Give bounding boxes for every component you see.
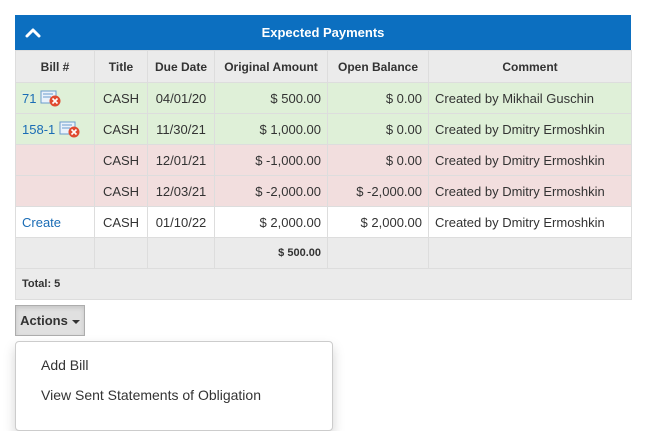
cell-bill — [15, 175, 95, 207]
cell-title: CASH — [94, 206, 148, 238]
cell-comment: Created by Dmitry Ermoshkin — [428, 113, 632, 145]
cell-empty — [327, 237, 429, 269]
cell-due-date: 01/10/22 — [147, 206, 215, 238]
column-header-bill[interactable]: Bill # — [15, 50, 95, 83]
payments-table: Bill # Title Due Date Original Amount Op… — [15, 50, 632, 300]
cell-empty — [15, 237, 95, 269]
create-bill-link[interactable]: Create — [22, 214, 62, 230]
totals-row: $ 500.00 — [15, 237, 632, 269]
cell-open-balance: $ 0.00 — [327, 113, 429, 145]
cell-open-balance: $ 2,000.00 — [327, 206, 429, 238]
cell-due-date: 11/30/21 — [147, 113, 215, 145]
cell-original-amount: $ 2,000.00 — [214, 206, 328, 238]
cell-open-balance: $ -2,000.00 — [327, 175, 429, 207]
table-row: CASH 12/03/21 $ -2,000.00 $ -2,000.00 Cr… — [15, 175, 632, 207]
cell-original-amount: $ 1,000.00 — [214, 113, 328, 145]
cell-original-amount: $ -2,000.00 — [214, 175, 328, 207]
column-header-open-balance[interactable]: Open Balance — [327, 50, 429, 83]
actions-button-label: Actions — [20, 313, 68, 328]
cell-title: CASH — [94, 175, 148, 207]
actions-dropdown-menu: Add Bill View Sent Statements of Obligat… — [15, 341, 333, 431]
cell-bill: 71 — [15, 82, 95, 114]
cell-empty — [94, 237, 148, 269]
column-header-due-date[interactable]: Due Date — [147, 50, 215, 83]
cell-bill: Create — [15, 206, 95, 238]
cell-title: CASH — [94, 82, 148, 114]
cell-comment: Created by Mikhail Guschin — [428, 82, 632, 114]
cell-empty — [147, 237, 215, 269]
cell-comment: Created by Dmitry Ermoshkin — [428, 144, 632, 176]
column-header-title[interactable]: Title — [94, 50, 148, 83]
bill-link[interactable]: 71 — [22, 90, 37, 106]
bill-link[interactable]: 158-1 — [22, 121, 56, 137]
cell-bill — [15, 144, 95, 176]
table-row: 158-1 CASH 11/30/21 — [15, 113, 632, 145]
cell-original-amount: $ -1,000.00 — [214, 144, 328, 176]
expected-payments-panel: Expected Payments Bill # Title Due Date … — [15, 15, 632, 300]
cell-comment: Created by Dmitry Ermoshkin — [428, 175, 632, 207]
document-remove-icon[interactable] — [40, 89, 62, 107]
cell-open-balance: $ 0.00 — [327, 82, 429, 114]
cell-open-balance: $ 0.00 — [327, 144, 429, 176]
cell-title: CASH — [94, 144, 148, 176]
table-row: Create CASH 01/10/22 $ 2,000.00 $ 2,000.… — [15, 206, 632, 238]
actions-button[interactable]: Actions — [15, 305, 85, 336]
document-remove-icon[interactable] — [59, 120, 81, 138]
cell-comment: Created by Dmitry Ermoshkin — [428, 206, 632, 238]
column-header-comment[interactable]: Comment — [428, 50, 632, 83]
table-row: CASH 12/01/21 $ -1,000.00 $ 0.00 Created… — [15, 144, 632, 176]
caret-down-icon — [71, 319, 80, 324]
cell-bill: 158-1 — [15, 113, 95, 145]
table-header-row: Bill # Title Due Date Original Amount Op… — [15, 50, 632, 83]
menu-item-view-sent-statements[interactable]: View Sent Statements of Obligation — [41, 387, 261, 403]
panel-title: Expected Payments — [261, 25, 385, 40]
cell-original-amount: $ 500.00 — [214, 82, 328, 114]
cell-due-date: 04/01/20 — [147, 82, 215, 114]
chevron-up-icon[interactable] — [23, 23, 43, 43]
total-count-label: Total: 5 — [15, 268, 632, 300]
panel-header: Expected Payments — [15, 15, 631, 50]
cell-due-date: 12/01/21 — [147, 144, 215, 176]
cell-due-date: 12/03/21 — [147, 175, 215, 207]
menu-item-add-bill[interactable]: Add Bill — [41, 357, 89, 373]
column-header-original-amount[interactable]: Original Amount — [214, 50, 328, 83]
total-original-amount: $ 500.00 — [214, 237, 328, 269]
cell-empty — [428, 237, 632, 269]
table-row: 71 CASH 04/01/20 — [15, 82, 632, 114]
cell-title: CASH — [94, 113, 148, 145]
total-count-row: Total: 5 — [15, 268, 632, 300]
